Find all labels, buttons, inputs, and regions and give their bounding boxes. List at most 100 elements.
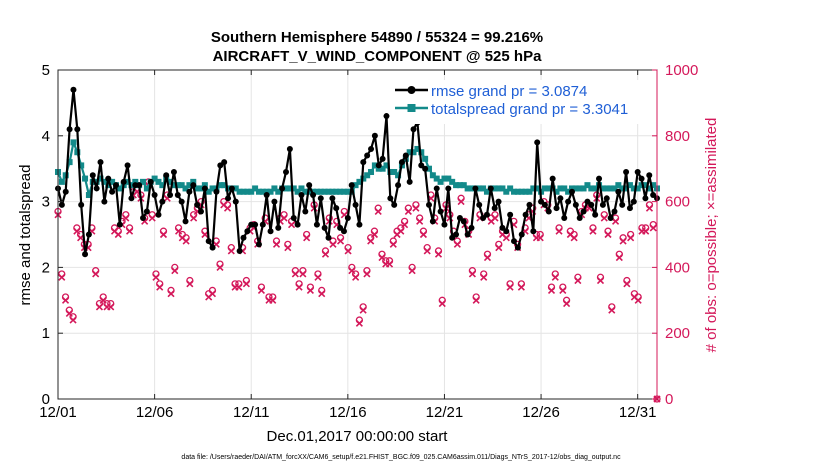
obs-assimilated-stroke: [423, 247, 431, 255]
obs-assimilated-marker: [114, 230, 122, 239]
rmse-marker: [495, 198, 502, 205]
obs-assimilated-marker: [468, 270, 476, 278]
obs-assimilated-stroke: [642, 227, 650, 235]
obs-assimilated-marker: [201, 230, 209, 239]
obs-assimilated-stroke: [61, 296, 70, 304]
totalspread-marker: [364, 172, 371, 179]
rmse-marker: [174, 192, 181, 199]
obs-assimilated-stroke: [306, 286, 314, 294]
rmse-marker: [371, 132, 378, 139]
obs-assimilated-marker: [502, 234, 510, 242]
obs-assimilated-marker: [596, 276, 605, 285]
totalspread-marker: [143, 185, 150, 192]
obs-assimilated-marker: [288, 221, 296, 229]
obs-assimilated-marker: [284, 244, 292, 252]
obs-assimilated-marker: [389, 240, 397, 248]
totalspread-marker: [646, 185, 653, 192]
totalspread-marker: [572, 185, 579, 192]
totalspread-marker: [82, 175, 89, 182]
obs-assimilated-stroke: [401, 221, 409, 229]
totalspread-marker: [317, 188, 324, 195]
obs-layer: [54, 178, 661, 403]
obs-assimilated-marker: [457, 198, 465, 206]
rmse-marker: [178, 198, 185, 205]
obs-assimilated-stroke: [303, 234, 311, 242]
obs-assimilated-stroke: [208, 290, 217, 298]
totalspread-marker: [456, 182, 463, 189]
obs-assimilated-marker: [412, 204, 420, 212]
y-tick-label-left: 4: [42, 128, 50, 145]
obs-assimilated-stroke: [623, 280, 631, 288]
tick-labels: 12/01 12/06 12/11 12/16 12/21 12/26 12/31 0 1 2 3 4…: [39, 62, 698, 421]
totalspread-marker: [97, 175, 104, 182]
rmse-marker: [228, 185, 235, 192]
obs-assimilated-marker: [148, 214, 156, 222]
totalspread-marker: [101, 178, 108, 185]
obs-assimilated-marker: [58, 273, 66, 281]
obs-assimilated-marker: [291, 270, 299, 278]
obs-assimilated-stroke: [284, 244, 292, 252]
totalspread-marker: [302, 188, 309, 195]
obs-assimilated-marker: [65, 309, 73, 318]
obs-assimilated-stroke: [156, 283, 164, 291]
obs-assimilated-marker: [107, 303, 115, 311]
rmse-marker: [646, 172, 653, 179]
totalspread-marker: [155, 178, 162, 185]
obs-assimilated-stroke: [359, 306, 367, 314]
obs-assimilated-stroke: [69, 316, 77, 324]
axes: [57, 69, 658, 400]
rmse-marker: [186, 188, 193, 195]
totalspread-marker: [379, 165, 386, 172]
totalspread-marker: [395, 172, 402, 179]
totalspread-marker: [259, 188, 266, 195]
rmse-marker: [89, 172, 96, 179]
x-tick-label: 12/11: [233, 404, 269, 421]
obs-assimilated-marker: [182, 237, 190, 245]
rmse-marker: [252, 221, 259, 228]
rmse-marker: [66, 126, 73, 133]
legend-box: [390, 80, 652, 124]
obs-assimilated-stroke: [559, 286, 567, 294]
rmse-marker: [209, 244, 216, 251]
obs-assimilated-stroke: [363, 270, 371, 278]
rmse-marker: [611, 208, 618, 215]
rmse-marker: [522, 211, 529, 218]
rmse-marker: [387, 195, 394, 202]
rmse-marker: [286, 145, 293, 152]
rmse-marker: [568, 188, 575, 195]
obs-assimilated-stroke: [404, 207, 412, 216]
obs-assimilated-stroke: [235, 283, 243, 291]
rmse-marker: [476, 201, 483, 208]
obs-assimilated-marker: [122, 214, 130, 222]
rmse-marker: [267, 228, 274, 235]
totalspread-marker: [383, 162, 390, 169]
obs-assimilated-stroke: [645, 204, 654, 212]
totalspread-marker: [553, 188, 560, 195]
obs-assimilated-stroke: [472, 296, 480, 304]
obs-assimilated-marker: [359, 306, 367, 314]
totalspread-marker: [557, 185, 564, 192]
rmse-marker: [271, 198, 278, 205]
obs-assimilated-marker: [401, 221, 409, 229]
totalspread-marker: [263, 188, 270, 195]
obs-assimilated-marker: [536, 234, 544, 242]
obs-assimilated-marker: [126, 227, 134, 235]
totalspread-marker: [449, 178, 456, 185]
obs-assimilated-marker: [374, 207, 382, 216]
rmse-marker: [615, 188, 622, 195]
obs-assimilated-marker: [272, 240, 281, 248]
rmse-marker: [85, 231, 92, 238]
rmse-marker: [201, 185, 208, 192]
rmse-marker: [140, 215, 147, 222]
rmse-marker: [321, 224, 328, 231]
obs-assimilated-marker: [190, 214, 198, 222]
rmse-marker: [78, 201, 85, 208]
rmse-marker: [603, 195, 610, 202]
totalspread-marker: [132, 178, 139, 185]
rmse-marker: [302, 208, 309, 215]
rmse-marker: [429, 218, 436, 225]
obs-assimilated-stroke: [634, 296, 642, 304]
obs-assimilated-stroke: [126, 227, 134, 235]
obs-assimilated-stroke: [491, 214, 499, 222]
obs-assimilated-stroke: [412, 204, 420, 212]
